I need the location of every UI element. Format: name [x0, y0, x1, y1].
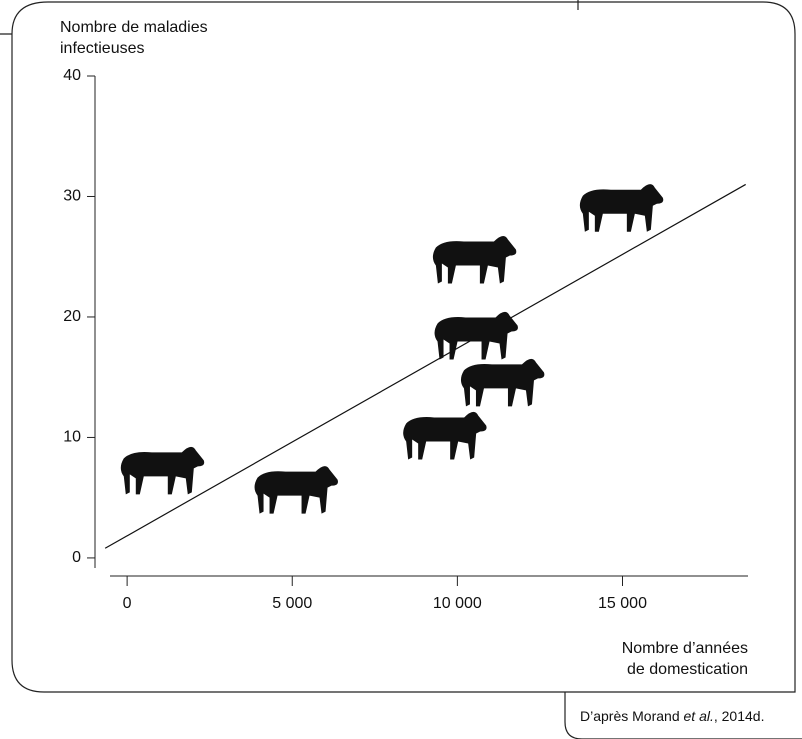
point [580, 184, 663, 232]
point [121, 447, 204, 495]
point [435, 312, 518, 360]
source-italic: et al. [684, 708, 714, 724]
point [433, 236, 516, 284]
point [403, 412, 486, 460]
y-tick-label: 20 [63, 308, 81, 325]
frame [0, 2, 795, 692]
x-tick-label: 15 000 [598, 595, 647, 612]
trend-line [105, 184, 746, 548]
y-axis-label: Nombre de maladies [60, 19, 208, 36]
y-tick-label: 40 [63, 67, 81, 84]
x-tick-label: 0 [123, 595, 132, 612]
source: D’après Morand et al., 2014d. [580, 708, 764, 724]
x-tick-label: 10 000 [433, 595, 482, 612]
y-axis-label: infectieuses [60, 40, 145, 57]
point [461, 359, 544, 407]
point [255, 466, 338, 514]
source-text: D’après Morand [580, 708, 684, 724]
chart: D’après Morand et al., 2014d. 0 10 20 30 40 0… [0, 0, 802, 739]
x-axis-label: de domestication [627, 661, 748, 678]
x-axis-label: Nombre d’années [622, 640, 748, 657]
source-text: , 2014d. [714, 708, 765, 724]
y-tick-label: 0 [72, 549, 81, 566]
y-tick-label: 30 [63, 188, 81, 205]
x-tick-label: 5 000 [272, 595, 312, 612]
y-tick-label: 10 [63, 429, 81, 446]
